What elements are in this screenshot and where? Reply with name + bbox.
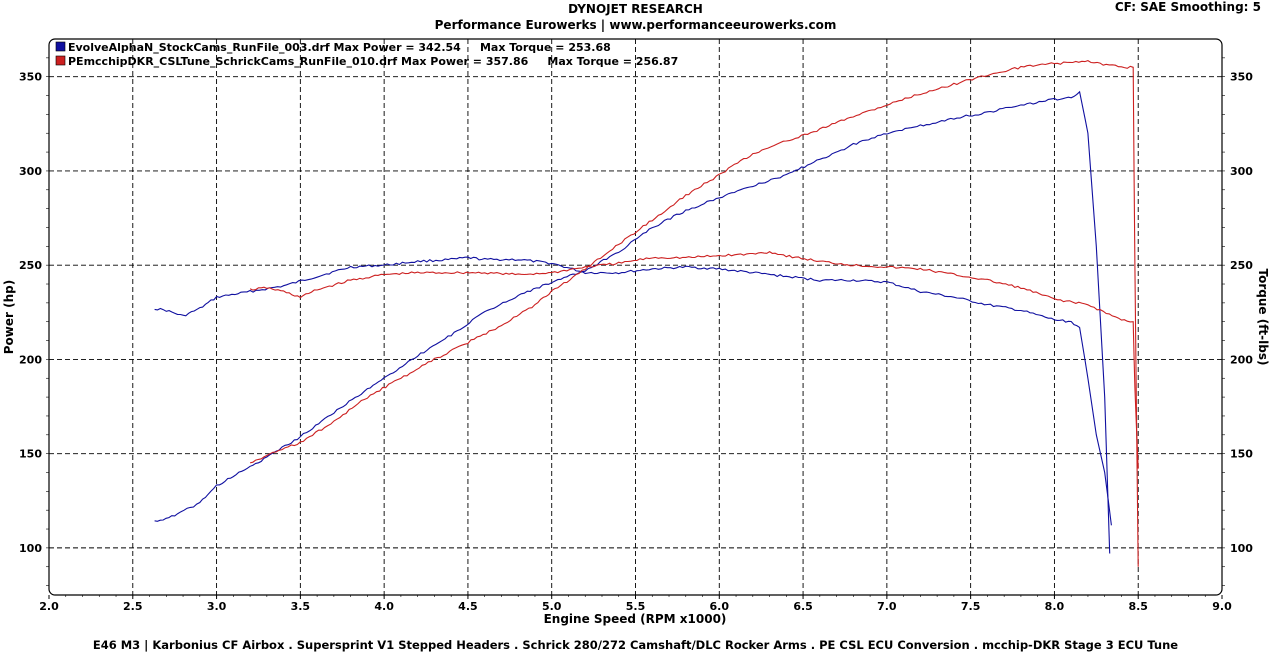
chart-title: DYNOJET RESEARCH bbox=[568, 2, 703, 16]
x-tick-label: 6.5 bbox=[793, 600, 813, 613]
x-tick-label: 8.5 bbox=[1128, 600, 1148, 613]
x-tick-label: 3.5 bbox=[291, 600, 311, 613]
x-tick-label: 5.0 bbox=[542, 600, 562, 613]
y-tick-label-right: 350 bbox=[1230, 71, 1253, 84]
y-tick-label-left: 100 bbox=[19, 542, 42, 555]
y-tick-label-left: 150 bbox=[19, 448, 42, 461]
x-tick-label: 6.0 bbox=[710, 600, 730, 613]
y-tick-label-left: 350 bbox=[19, 71, 42, 84]
y-axis-label-right: Torque (ft-lbs) bbox=[1256, 269, 1270, 366]
x-tick-label: 8.0 bbox=[1045, 600, 1065, 613]
legend-label: EvolveAlphaN_StockCams_RunFile_003.drf M… bbox=[68, 41, 611, 54]
x-tick-label: 9.0 bbox=[1212, 600, 1232, 613]
x-tick-label: 7.5 bbox=[961, 600, 981, 613]
y-tick-label-left: 250 bbox=[19, 259, 42, 272]
x-tick-label: 5.5 bbox=[626, 600, 646, 613]
x-tick-label: 2.0 bbox=[39, 600, 59, 613]
series-1-torque-line bbox=[154, 256, 1112, 526]
x-tick-label: 3.0 bbox=[207, 600, 227, 613]
y-tick-label-right: 250 bbox=[1230, 259, 1253, 272]
series-2-torque-line bbox=[249, 251, 1139, 469]
y-tick-label-left: 200 bbox=[19, 353, 42, 366]
y-tick-label-right: 200 bbox=[1230, 353, 1253, 366]
series-lines bbox=[154, 59, 1139, 567]
legend-label: PEmcchipDKR_CSLTune_SchrickCams_RunFile_… bbox=[68, 55, 678, 68]
x-tick-label: 4.5 bbox=[458, 600, 478, 613]
axis-ticks: 2.0 2.5 3.0 3.5 4.0 4.5 5.0 5.5 6.0 6.5 7.0 7.5 8.0 8… bbox=[19, 57, 1253, 613]
x-axis-label: Engine Speed (RPM x1000) bbox=[544, 612, 727, 626]
series-2-power-line bbox=[249, 59, 1139, 567]
x-tick-label: 4.0 bbox=[374, 600, 394, 613]
grid-lines bbox=[49, 39, 1222, 595]
dyno-settings: CF: SAE Smoothing: 5 bbox=[1114, 0, 1261, 14]
legend-swatch bbox=[55, 55, 66, 66]
y-tick-label-right: 100 bbox=[1230, 542, 1253, 555]
legend: EvolveAlphaN_StockCams_RunFile_003.drf M… bbox=[55, 41, 678, 68]
x-tick-label: 2.5 bbox=[123, 600, 143, 613]
vehicle-description: E46 M3 | Karbonius CF Airbox . Superspri… bbox=[92, 638, 1179, 652]
y-tick-label-left: 300 bbox=[19, 165, 42, 178]
chart-subtitle: Performance Eurowerks | www.performancee… bbox=[434, 18, 837, 32]
y-tick-label-right: 300 bbox=[1230, 165, 1253, 178]
series-1-power-line bbox=[154, 90, 1111, 554]
legend-swatch bbox=[55, 41, 66, 52]
y-axis-label-left: Power (hp) bbox=[2, 280, 16, 354]
y-tick-label-right: 150 bbox=[1230, 448, 1253, 461]
x-tick-label: 7.0 bbox=[877, 600, 897, 613]
